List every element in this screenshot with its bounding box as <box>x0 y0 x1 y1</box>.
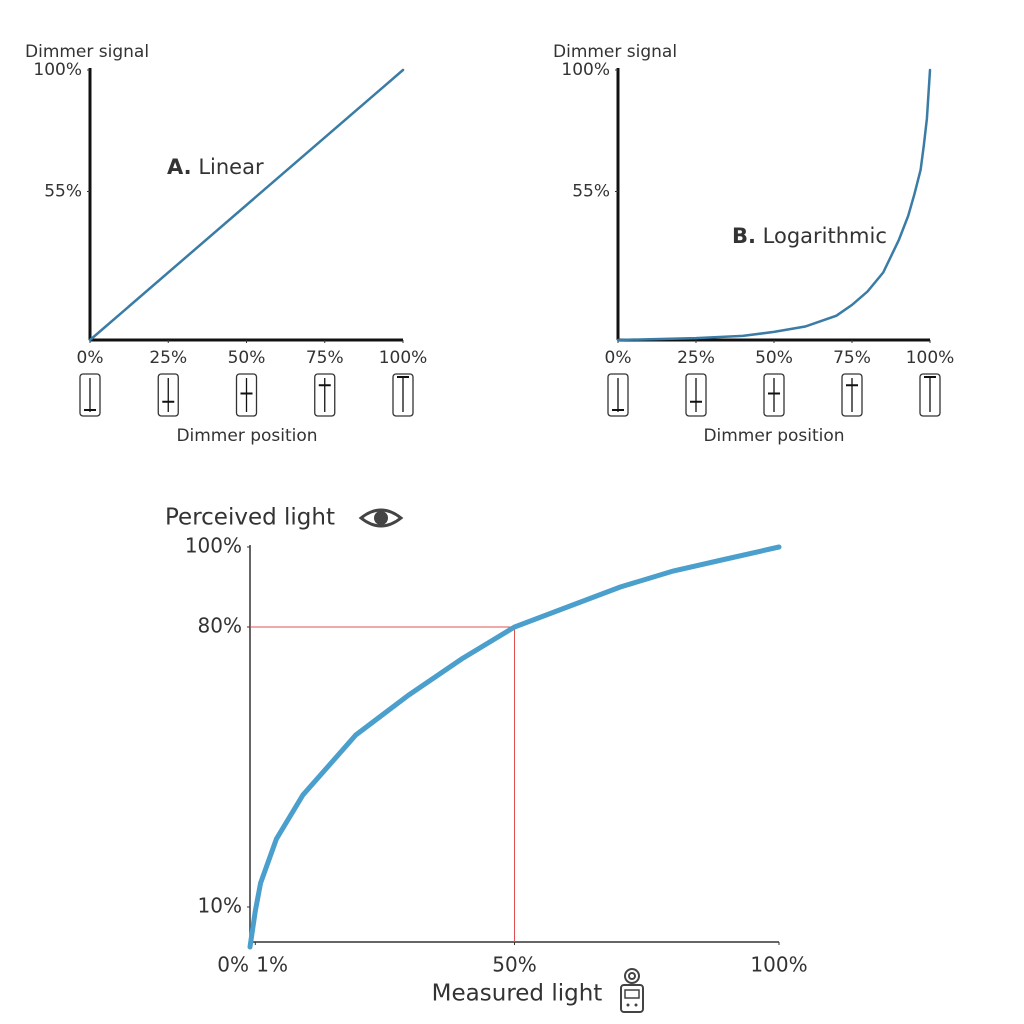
slider-icon <box>763 373 785 417</box>
x-tick-label: 0% <box>77 348 104 368</box>
x-axis-label: Dimmer position <box>703 426 844 446</box>
x-tick-label: 50% <box>755 348 793 368</box>
slider-icon <box>841 373 863 417</box>
y-tick-label: 100% <box>561 60 610 80</box>
y-tick-label: 80% <box>198 614 242 638</box>
slider-frame <box>685 373 707 417</box>
x-tick-label: 25% <box>149 348 187 368</box>
eye-icon <box>358 508 404 528</box>
slider-frame <box>79 373 101 417</box>
slider-icon <box>235 373 258 417</box>
annotation-text: Logarithmic <box>763 224 887 248</box>
x-tick-label: 1% <box>256 953 288 977</box>
slider-frame <box>392 373 414 417</box>
slider-frame <box>314 373 336 417</box>
annotation: B. Logarithmic <box>732 224 887 248</box>
y-tick-label: 55% <box>44 182 82 202</box>
x-tick-label: 0% <box>217 953 249 977</box>
x-tick-label: 25% <box>677 348 715 368</box>
y-tick-label: 55% <box>572 182 610 202</box>
annotation-text: Linear <box>198 155 264 179</box>
slider-icon <box>919 373 941 417</box>
y-axis-label: Perceived light <box>165 505 335 531</box>
slider-frame <box>841 373 863 417</box>
y-tick-label: 100% <box>33 60 82 80</box>
x-axis-label: Dimmer position <box>176 426 317 446</box>
x-tick-label: 75% <box>833 348 871 368</box>
x-axis-label: Measured light <box>432 981 603 1007</box>
meter-icon <box>620 968 644 1013</box>
x-tick-label: 100% <box>906 348 955 368</box>
slider-icon <box>157 373 179 417</box>
y-axis-label: Dimmer signal <box>553 42 677 62</box>
slider-frame <box>235 373 258 417</box>
slider-icon <box>314 373 336 417</box>
x-tick-label: 50% <box>492 953 536 977</box>
slider-icon <box>79 373 101 417</box>
data-line <box>247 544 782 950</box>
x-tick-label: 100% <box>750 953 807 977</box>
data-line <box>88 68 405 342</box>
slider-frame <box>157 373 179 417</box>
slider-icon <box>607 373 629 417</box>
y-tick-label: 100% <box>185 534 242 558</box>
slider-icon <box>685 373 707 417</box>
slider-frame <box>763 373 785 417</box>
data-line <box>616 68 932 342</box>
slider-frame <box>919 373 941 417</box>
annotation-letter: A. <box>167 155 192 179</box>
slider-frame <box>607 373 629 417</box>
annotation-letter: B. <box>732 224 756 248</box>
slider-icon <box>392 373 414 417</box>
y-axis-label: Dimmer signal <box>25 42 149 62</box>
x-tick-label: 50% <box>228 348 266 368</box>
y-tick-label: 10% <box>198 894 242 918</box>
x-tick-label: 75% <box>306 348 344 368</box>
annotation: A. Linear <box>167 155 264 179</box>
x-tick-label: 100% <box>379 348 428 368</box>
x-tick-label: 0% <box>605 348 632 368</box>
